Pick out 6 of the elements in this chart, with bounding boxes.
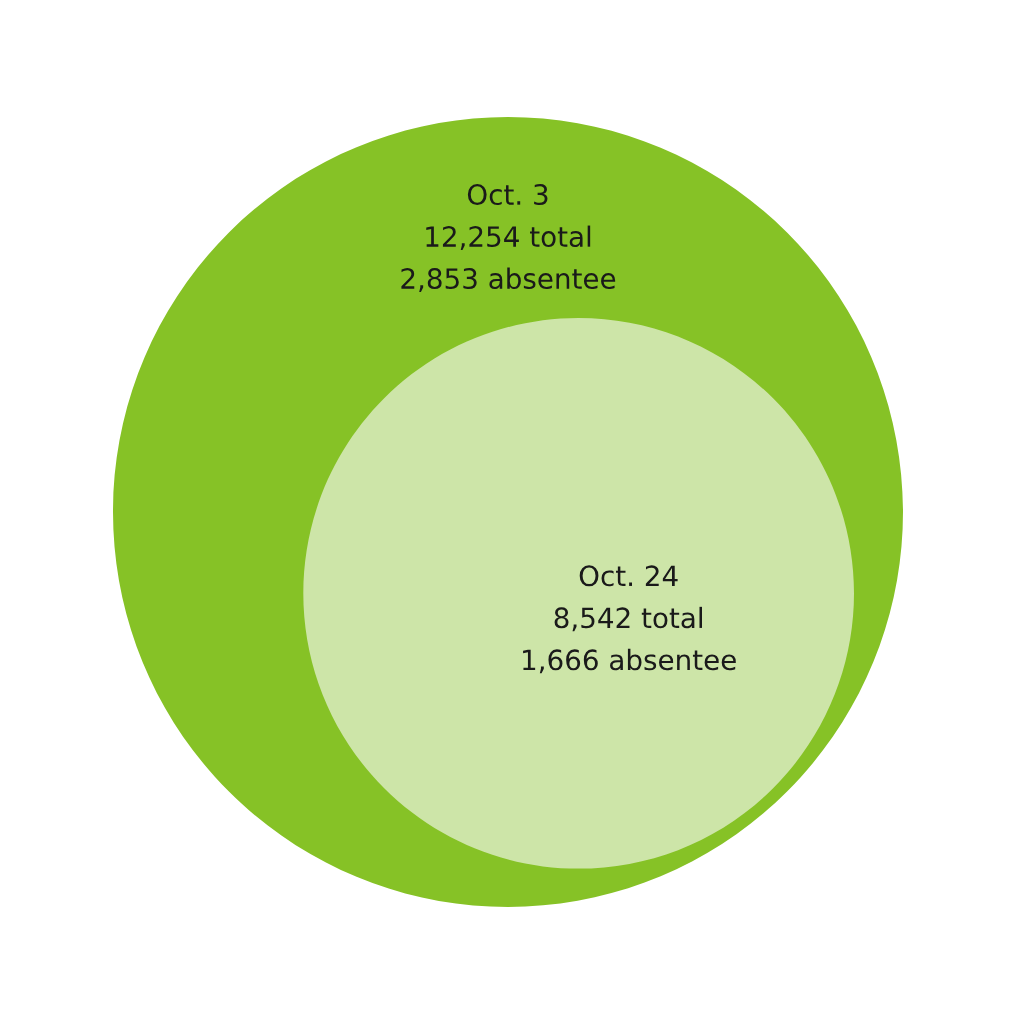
data-label: 12,254 total — [426, 225, 591, 250]
data-label: 1,666 absentee — [523, 648, 736, 674]
category-label: Oct. 24 — [579, 565, 678, 587]
category-label: Oct. 3 — [467, 184, 548, 206]
data-label: 8,542 total — [554, 606, 702, 632]
data-label: 2,853 absentee — [401, 267, 616, 292]
